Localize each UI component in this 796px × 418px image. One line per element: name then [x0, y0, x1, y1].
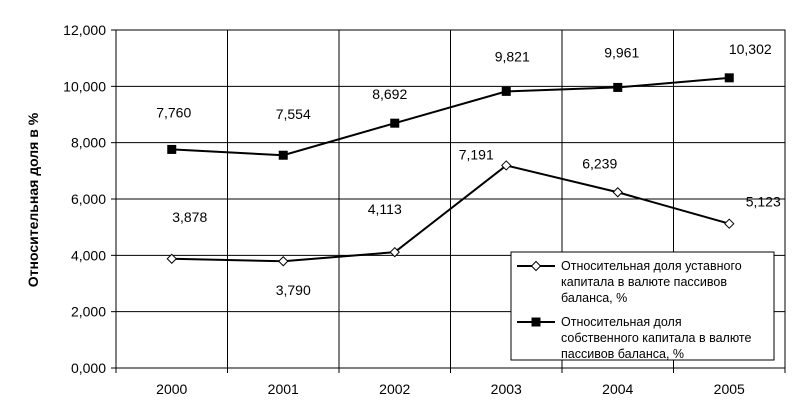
- x-tick-label: 2001: [268, 381, 299, 397]
- legend-entry-text: собственного капитала в валюте: [561, 331, 752, 345]
- data-label: 4,113: [368, 201, 402, 217]
- y-tick-label: 10,000: [63, 78, 106, 94]
- x-tick-label: 2000: [156, 381, 187, 397]
- data-point-marker: [613, 82, 623, 92]
- data-label: 3,878: [172, 209, 207, 225]
- series-lines: [171, 76, 730, 263]
- data-point-marker: [724, 218, 735, 229]
- y-tick-label: 4,000: [71, 247, 106, 263]
- legend-box: [510, 251, 775, 361]
- legend-marker: [531, 317, 541, 327]
- plot-area-border: [115, 29, 786, 369]
- y-axis-label: Относительная доля в %: [25, 112, 41, 287]
- data-point-marker: [390, 118, 400, 128]
- legend-entry-text: Относительная доля: [561, 315, 682, 329]
- data-label: 5,123: [746, 194, 781, 210]
- y-tick-label: 12,000: [63, 22, 106, 38]
- data-point-marker: [501, 160, 512, 171]
- legend-entry-text: капитала в валюте пассивов: [561, 275, 727, 289]
- x-tick-label: 2004: [602, 381, 633, 397]
- y-tick-label: 8,000: [71, 135, 106, 151]
- data-point-marker: [501, 86, 511, 96]
- y-tick-label: 2,000: [71, 304, 106, 320]
- data-point-marker: [278, 256, 289, 267]
- data-labels: 3,878 3,790 4,113 7,191 6,239 5,123 7,760 7,554…: [156, 41, 781, 298]
- data-label: 9,961: [604, 44, 639, 60]
- data-label: 3,790: [276, 282, 311, 298]
- x-tick-label: 2003: [491, 381, 522, 397]
- y-tick-labels: 0,000 2,000 4,000 6,000 8,000 10,000 12,000: [63, 22, 106, 376]
- x-tick-label: 2005: [714, 381, 745, 397]
- data-point-marker: [167, 144, 177, 154]
- legend: Относительная доля уставного капитала в в…: [510, 251, 775, 361]
- y-tick-label: 0,000: [71, 360, 106, 376]
- data-label: 6,239: [582, 155, 617, 171]
- data-label: 8,692: [372, 86, 407, 102]
- data-label: 7,191: [459, 146, 494, 162]
- legend-marker: [530, 260, 542, 272]
- data-label: 7,760: [156, 104, 191, 120]
- legend-entry-text: Относительная доля уставного: [561, 259, 742, 273]
- data-label: 7,554: [276, 106, 311, 122]
- data-point-marker: [724, 73, 734, 83]
- data-point-marker: [612, 187, 623, 198]
- axes: [111, 29, 786, 373]
- data-point-marker: [166, 253, 177, 264]
- legend-entry-text: пассивов баланса, %: [561, 347, 684, 361]
- x-tick-label: 2002: [379, 381, 410, 397]
- markers: [166, 73, 735, 267]
- data-point-marker: [389, 246, 400, 258]
- data-point-marker: [278, 150, 288, 160]
- series-line: [171, 76, 730, 157]
- data-label: 10,302: [729, 41, 772, 57]
- data-label: 9,821: [495, 48, 530, 64]
- series-line: [171, 164, 730, 263]
- legend-entry-text: баланса, %: [561, 291, 627, 305]
- x-tick-labels: 2000 2001 2002 2003 2004 2005: [156, 381, 745, 397]
- y-tick-label: 6,000: [71, 191, 106, 207]
